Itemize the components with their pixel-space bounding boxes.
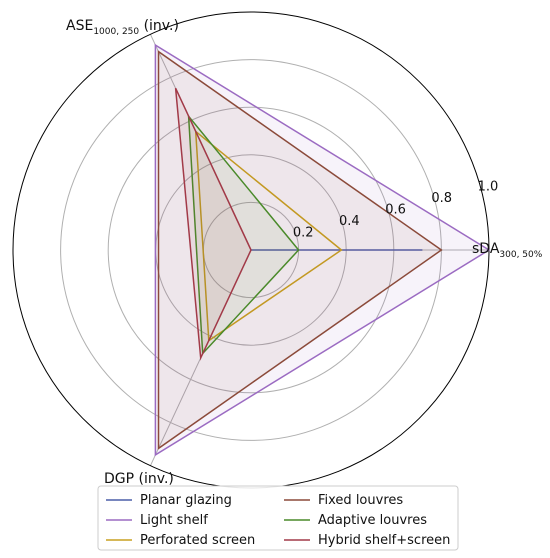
legend-label: Adaptive louvres bbox=[318, 513, 427, 528]
radial-tick-label: 1.0 bbox=[478, 179, 499, 194]
legend-label: Perforated screen bbox=[140, 533, 255, 548]
series-polygon-hybrid-shelf-screen bbox=[174, 87, 252, 361]
legend-entry: Fixed louvres bbox=[284, 493, 403, 508]
legend-box bbox=[97, 485, 459, 551]
legend-label: Fixed louvres bbox=[318, 493, 403, 508]
axis-label-2: ASE1000, 250 (inv.) bbox=[66, 18, 179, 37]
series-polygon-light-shelf bbox=[154, 43, 491, 457]
legend-entry: Perforated screen bbox=[106, 533, 255, 548]
series-polygon-perforated-screen bbox=[194, 129, 343, 342]
legend-entry: Adaptive louvres bbox=[284, 513, 427, 528]
legend: Planar glazing Light shelf Perforated scre… bbox=[97, 485, 459, 551]
axis-label-1: sDA300, 50% bbox=[472, 241, 543, 260]
radial-tick-label: 0.2 bbox=[293, 225, 314, 240]
axis-label-3: DGP (inv.) bbox=[104, 471, 174, 487]
radial-tick-label: 0.6 bbox=[385, 202, 406, 217]
legend-label: Planar glazing bbox=[140, 493, 232, 508]
legend-label: Light shelf bbox=[140, 513, 208, 528]
legend-entry: Planar glazing bbox=[106, 493, 232, 508]
series-polygon-fixed-louvres bbox=[157, 50, 443, 450]
radial-tick-label: 0.4 bbox=[339, 214, 360, 229]
legend-entry: Light shelf bbox=[106, 513, 208, 528]
legend-label: Hybrid shelf+screen bbox=[318, 533, 450, 548]
axis-labels: 0.2 0.4 0.6 0.8 1.0 sDA300, 50% ASE1000, 250 (… bbox=[66, 18, 543, 487]
radial-tick-label: 0.8 bbox=[431, 191, 452, 206]
legend-entry: Hybrid shelf+screen bbox=[284, 533, 450, 548]
series-layer bbox=[154, 43, 491, 457]
